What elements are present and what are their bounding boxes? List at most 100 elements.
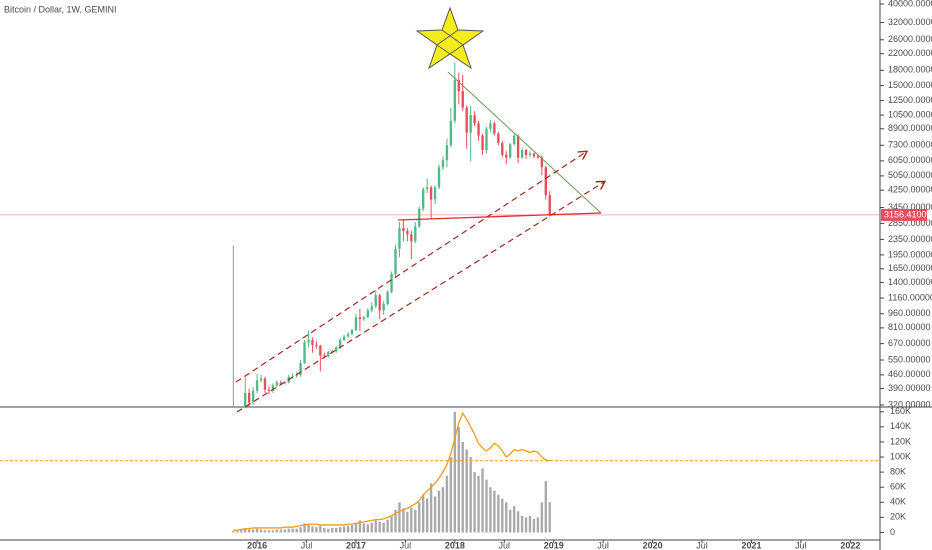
candle-body [441, 160, 445, 168]
y-tick-label: 1950.00000 [888, 249, 932, 259]
volume-bar [247, 529, 251, 533]
volume-bar [425, 498, 429, 533]
candle-body [255, 380, 259, 391]
volume-bar [548, 502, 551, 533]
volume-bar [497, 494, 500, 533]
candle-body [267, 389, 271, 391]
volume-bar [465, 449, 468, 533]
volume-bar [445, 475, 449, 533]
price-label-box [881, 208, 927, 221]
y-tick-label: 15000.00000 [888, 80, 932, 90]
support-line [397, 212, 602, 221]
x-tick-label: 2021 [741, 540, 761, 550]
volume-bar [303, 523, 306, 533]
volume-bar [240, 530, 243, 533]
volume-bar [382, 522, 385, 533]
volume-bar [433, 496, 437, 533]
y-tick-label: 32000.00000 [888, 17, 932, 27]
volume-bar [323, 527, 326, 533]
volume-bar [512, 506, 516, 533]
volume-bar [244, 528, 247, 533]
y-tick-label: 1160.00000 [888, 292, 932, 302]
volume-bar [461, 441, 464, 533]
candle-body [338, 339, 342, 348]
volume-tick-label: 0 [890, 527, 895, 537]
volume-pane [232, 411, 551, 533]
volume-bar [259, 529, 263, 533]
candle-body [247, 392, 251, 403]
volume-bar [520, 515, 524, 533]
candle-body [449, 120, 453, 146]
volume-tick-label: 140K [890, 421, 911, 431]
candle-body [358, 317, 362, 320]
volume-bar [271, 530, 275, 533]
candle-body [528, 153, 532, 155]
volume-bar [232, 530, 235, 533]
x-tick-label: Jul [499, 540, 511, 550]
candle-body [520, 149, 524, 158]
candle-body [303, 342, 306, 364]
volume-bar [236, 530, 239, 533]
channel-lower [236, 182, 604, 413]
volume-bar [267, 530, 271, 533]
volume-bar [315, 527, 318, 533]
y-tick-label: 960.00000 [888, 308, 931, 318]
candle-body [516, 135, 520, 158]
y-tick-label: 7300.00000 [888, 140, 932, 150]
volume-bar [374, 520, 377, 533]
volume-bar [481, 468, 484, 533]
volume-bar [287, 528, 290, 533]
candle-body [315, 344, 318, 346]
candle-body [461, 91, 464, 108]
volume-ma-line [233, 411, 550, 531]
volume-bar [370, 522, 373, 533]
volume-tick-label: 60K [890, 482, 906, 492]
candle-body [319, 345, 322, 356]
volume-tick-label: 160K [890, 406, 911, 416]
candle-body [505, 154, 508, 158]
y-tick-label: 670.00000 [888, 338, 931, 348]
volume-bar [532, 518, 536, 533]
candle-body [291, 375, 294, 377]
x-tick-label: 2020 [643, 540, 663, 550]
x-tick-label: Jul [597, 540, 609, 550]
volume-bar [331, 527, 334, 533]
candle-body [544, 167, 547, 196]
volume-tick-label: 40K [890, 497, 906, 507]
candle-body [410, 234, 413, 242]
volume-bar [390, 515, 393, 533]
y-tick-label: 18000.00000 [888, 65, 932, 75]
candle-body [366, 310, 370, 318]
volume-bar [544, 481, 547, 533]
volume-bar [516, 511, 520, 533]
volume-bar [485, 479, 488, 533]
candle-body [259, 378, 263, 381]
volume-bar [338, 527, 342, 533]
candle-body [251, 390, 255, 403]
volume-bar [346, 525, 350, 533]
x-tick-label: 2019 [544, 540, 564, 550]
volume-bar [275, 529, 279, 533]
candle-body [477, 123, 480, 136]
y-tick-label: 550.00000 [888, 354, 931, 364]
volume-bar [398, 502, 401, 533]
volume-bar [429, 483, 433, 533]
candle-body [307, 339, 310, 343]
volume-bar [524, 517, 528, 533]
volume-bar [406, 512, 409, 533]
x-tick-label: Jul [795, 540, 807, 550]
x-tick-label: Jul [696, 540, 708, 550]
x-tick-label: 2017 [346, 540, 366, 550]
volume-bar [453, 411, 457, 533]
y-tick-label: 460.00000 [888, 369, 931, 379]
volume-bar [319, 525, 322, 533]
volume-bar [334, 527, 338, 533]
candle-body [283, 382, 286, 384]
candle-body [354, 317, 358, 330]
candle-body [279, 382, 282, 384]
volume-bar [437, 490, 441, 533]
volume-bar [505, 502, 508, 533]
candle-body [362, 317, 366, 320]
candle-body [457, 80, 460, 92]
volume-bar [299, 527, 302, 533]
